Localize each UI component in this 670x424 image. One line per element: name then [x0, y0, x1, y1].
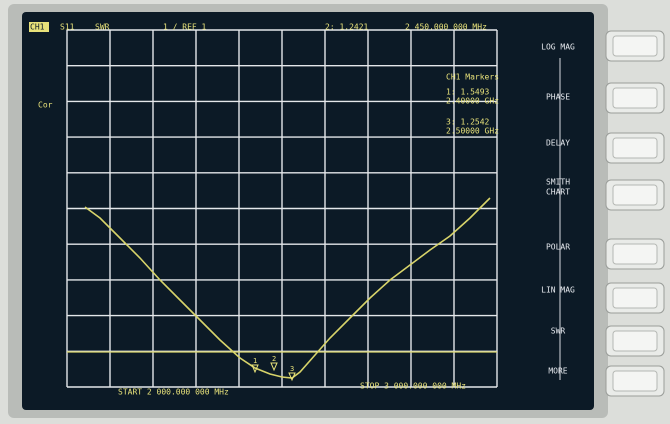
marker-value: 1: 1.5493: [446, 88, 490, 97]
active-marker: 2: 1.2421: [325, 23, 369, 32]
softkey-button-face: [613, 138, 657, 158]
softkey-label: MORE: [548, 367, 567, 376]
status: Cor: [38, 101, 53, 110]
softkey-button-face: [613, 371, 657, 391]
marker-value: 3: 1.2542: [446, 118, 490, 127]
softkey-button-face: [613, 288, 657, 308]
softkey-label: DELAY: [546, 139, 570, 148]
softkey-button-face: [613, 88, 657, 108]
parameter: S11: [60, 23, 75, 32]
format: SWR: [95, 23, 110, 32]
marker-freq: 2.50000 GHz: [446, 127, 499, 136]
softkey-label: CHART: [546, 188, 570, 197]
analyzer: CH1 S11 SWR 1 / REF 1 2: 1.2421 2 450.00…: [0, 0, 670, 424]
markers-title: CH1 Markers: [446, 73, 499, 82]
marker-number: 3: [290, 365, 294, 373]
softkey-label: PHASE: [546, 93, 570, 102]
active-frequency: 2 450.000 000 MHz: [405, 23, 487, 32]
softkey-label: SMITH: [546, 178, 570, 187]
softkey-button-face: [613, 331, 657, 351]
softkey-button-face: [613, 36, 657, 56]
marker-freq: 2.40000 GHz: [446, 97, 499, 106]
softkey-label: LIN MAG: [541, 286, 575, 295]
channel: CH1: [30, 23, 45, 32]
start-frequency: START 2 000.000 000 MHz: [118, 388, 229, 397]
screen: [22, 12, 594, 410]
stop-frequency: STOP 3 000.000 000 MHz: [360, 382, 466, 391]
softkey-label: POLAR: [546, 243, 570, 252]
marker-number: 1: [253, 357, 257, 365]
scale: 1 / REF 1: [163, 23, 207, 32]
softkey-button-face: [613, 244, 657, 264]
marker-number: 2: [272, 355, 276, 363]
softkey-label: LOG MAG: [541, 43, 575, 52]
softkey-button-face: [613, 185, 657, 205]
softkey-label: SWR: [551, 327, 566, 336]
